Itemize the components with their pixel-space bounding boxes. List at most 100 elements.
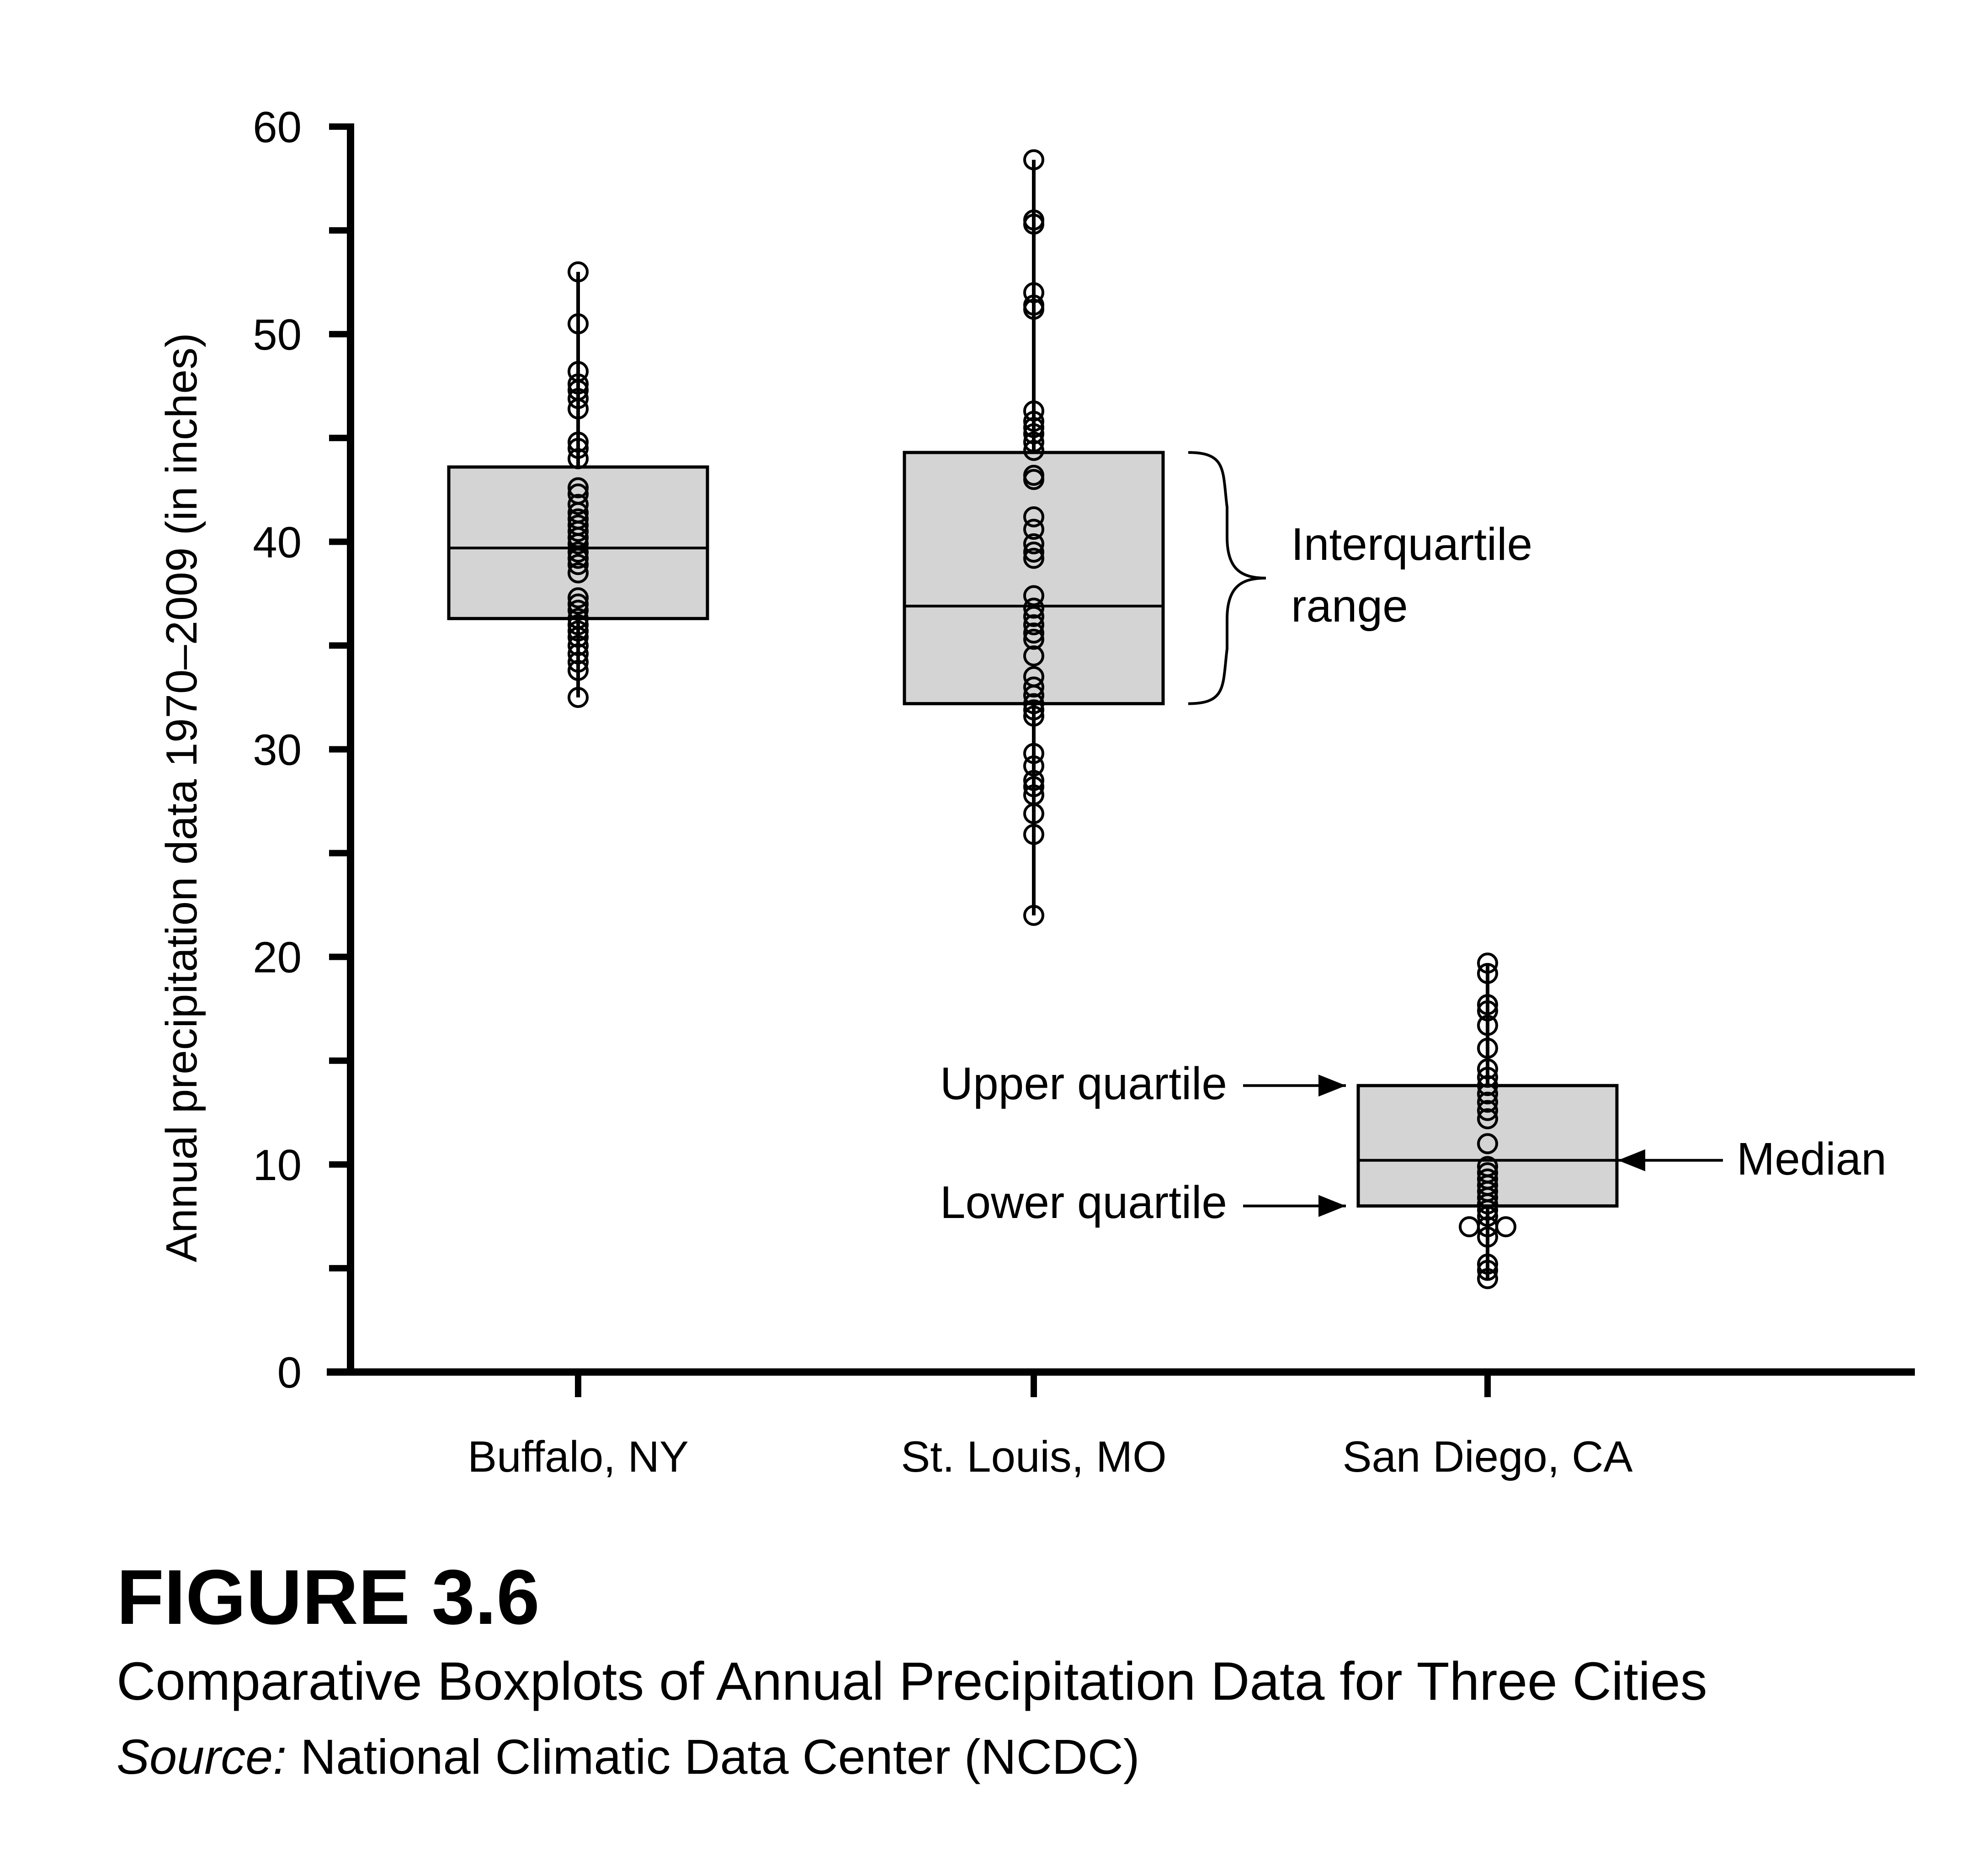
data-point xyxy=(1459,1216,1480,1238)
data-point xyxy=(1477,1199,1498,1221)
data-point xyxy=(568,614,589,635)
data-point xyxy=(1023,606,1044,627)
data-point xyxy=(1477,1206,1498,1227)
y-axis-ticks: 0 10 20 30 40 50 60 xyxy=(253,103,351,1397)
lower-quartile-label: Lower quartile xyxy=(940,1177,1227,1228)
data-point xyxy=(568,600,589,621)
data-point xyxy=(1023,622,1044,644)
data-point xyxy=(1023,614,1044,635)
figure-label: FIGURE 3.6 xyxy=(117,1554,540,1641)
data-point xyxy=(1477,1083,1498,1105)
data-point xyxy=(1023,542,1044,563)
data-point xyxy=(1477,1100,1498,1121)
data-point xyxy=(568,635,589,656)
data-point xyxy=(1023,597,1044,619)
y-tick-label: 0 xyxy=(277,1348,302,1397)
data-point xyxy=(1023,423,1044,445)
data-point xyxy=(1023,149,1044,170)
data-point xyxy=(1477,1067,1498,1088)
data-point xyxy=(568,313,589,335)
x-tick-label: Buffalo, NY xyxy=(468,1432,689,1481)
data-point xyxy=(1477,1260,1498,1281)
boxplot-group xyxy=(1356,952,1619,1397)
data-point xyxy=(1023,685,1044,706)
data-point xyxy=(1023,743,1044,764)
data-point xyxy=(568,587,589,608)
data-point xyxy=(1477,1037,1498,1059)
data-point xyxy=(568,542,589,563)
boxplot-group xyxy=(447,261,709,1397)
upper-quartile-label: Upper quartile xyxy=(940,1058,1227,1109)
data-point xyxy=(1023,705,1044,727)
y-tick-label: 20 xyxy=(253,933,302,982)
y-tick-label: 30 xyxy=(253,726,302,775)
y-axis-title: Annual precipitation data 1970–2009 (in … xyxy=(157,333,206,1262)
data-point xyxy=(1023,628,1044,650)
data-point xyxy=(1023,469,1044,490)
data-point xyxy=(1477,1075,1498,1096)
data-point xyxy=(568,548,589,569)
data-point xyxy=(1477,1015,1498,1036)
data-point xyxy=(1023,755,1044,777)
iqr-annotation: Interquartile range xyxy=(1188,451,1532,705)
y-tick-label: 60 xyxy=(253,103,302,152)
data-point xyxy=(1477,1268,1498,1289)
data-point xyxy=(568,477,589,499)
boxplots xyxy=(447,149,1619,1397)
data-point xyxy=(1477,952,1498,974)
data-point xyxy=(568,398,589,420)
data-point xyxy=(1477,1253,1498,1275)
data-point xyxy=(1023,693,1044,714)
data-point xyxy=(1023,770,1044,791)
y-tick-label: 10 xyxy=(253,1141,302,1190)
data-point xyxy=(568,660,589,681)
figure-title: Comparative Boxplots of Annual Precipita… xyxy=(117,1651,1707,1712)
data-point xyxy=(568,562,589,584)
data-point xyxy=(568,431,589,453)
data-point xyxy=(1477,1108,1498,1129)
data-point xyxy=(1023,431,1044,453)
data-point xyxy=(1023,519,1044,540)
data-point xyxy=(1023,440,1044,461)
y-tick-label: 40 xyxy=(253,518,302,567)
data-point xyxy=(1477,1226,1498,1248)
data-point xyxy=(568,494,589,515)
data-point xyxy=(568,533,589,554)
x-tick-label: San Diego, CA xyxy=(1342,1432,1632,1481)
data-point xyxy=(1023,282,1044,303)
data-point xyxy=(568,521,589,542)
iqr-label-line1: Interquartile xyxy=(1291,519,1532,570)
data-point xyxy=(1477,1000,1498,1021)
lower-quartile-annotation: Lower quartile xyxy=(940,1177,1346,1228)
data-point xyxy=(1023,585,1044,606)
data-point xyxy=(1023,213,1044,235)
data-point xyxy=(1477,1193,1498,1215)
data-point xyxy=(568,686,589,708)
data-point xyxy=(1023,298,1044,320)
data-point xyxy=(1023,533,1044,554)
median-label: Median xyxy=(1737,1133,1887,1185)
data-point xyxy=(568,593,589,615)
figure-source: Source: National Climatic Data Center (N… xyxy=(117,1732,1140,1782)
data-point xyxy=(568,620,589,642)
source-label: Source: xyxy=(117,1729,287,1784)
boxplot-group xyxy=(903,149,1165,1397)
data-point xyxy=(568,554,589,575)
data-point xyxy=(568,448,589,469)
data-point xyxy=(1023,548,1044,569)
data-point xyxy=(1477,1091,1498,1113)
data-point xyxy=(568,651,589,673)
boxplot-chart: Annual precipitation data 1970–2009 (in … xyxy=(157,103,1915,1481)
data-point xyxy=(568,373,589,395)
data-point xyxy=(1023,410,1044,432)
iqr-label-line2: range xyxy=(1291,580,1408,632)
data-point xyxy=(1023,676,1044,698)
data-point xyxy=(568,643,589,665)
data-point xyxy=(1023,400,1044,422)
data-point xyxy=(1023,699,1044,721)
data-point xyxy=(1023,506,1044,527)
data-point xyxy=(1477,1133,1498,1154)
y-tick-label: 50 xyxy=(253,310,302,359)
x-tick-label: St. Louis, MO xyxy=(901,1432,1167,1481)
x-axis-labels: Buffalo, NY St. Louis, MO San Diego, CA xyxy=(468,1432,1632,1481)
